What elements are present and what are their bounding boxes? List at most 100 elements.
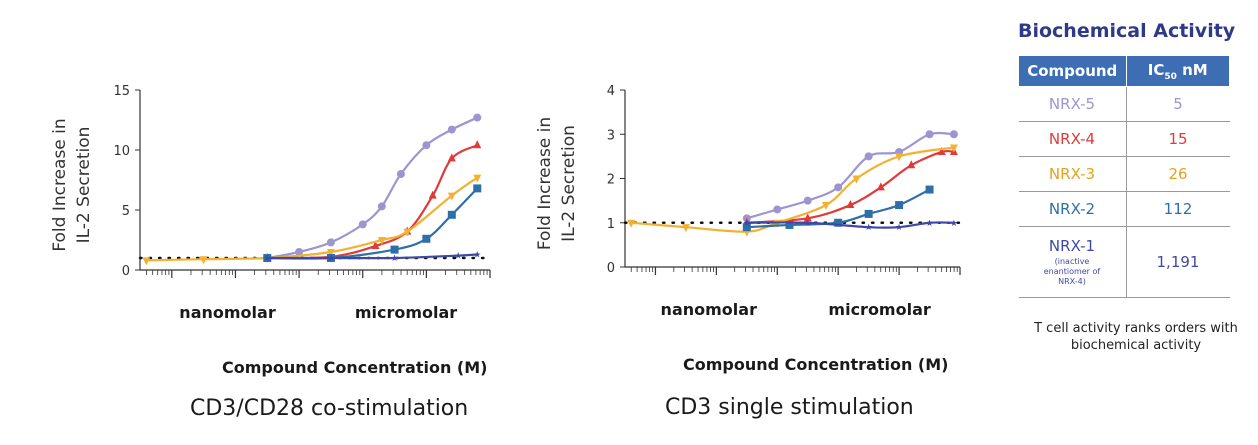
data-point — [925, 130, 934, 139]
data-point — [326, 238, 335, 247]
data-point — [785, 220, 794, 229]
chart-cd3-single: 0 1 2 3 4 nanomolar micromolar Fold Increase in… — [535, 84, 962, 319]
data-point — [473, 113, 482, 122]
x-region-label: nanomolar — [661, 300, 758, 319]
series-nrx-2 — [742, 185, 934, 232]
chart2-x-axis-title: Compound Concentration (M) — [683, 355, 949, 374]
data-point — [864, 152, 873, 161]
series-line — [146, 176, 478, 262]
data-point — [390, 245, 399, 254]
x-region-label: micromolar — [355, 303, 457, 322]
row-ic50: 26 — [1126, 156, 1230, 192]
data-point — [422, 141, 431, 150]
row-compound: NRX-5 — [1018, 86, 1127, 122]
data-point — [773, 205, 782, 214]
header-ic50: IC50 nM — [1125, 55, 1230, 87]
y-tick-label: 1 — [607, 217, 615, 232]
data-point — [403, 228, 412, 237]
x-region-label: micromolar — [828, 300, 930, 319]
table-row: NRX-1 (inactive enantiomer of NRX-4) 1,1… — [1018, 226, 1230, 298]
series-nrx-3 — [142, 174, 482, 266]
data-point — [742, 223, 751, 232]
row-ic50: 15 — [1126, 121, 1230, 157]
data-point: ★ — [895, 223, 903, 233]
data-point — [358, 220, 367, 229]
table-header-row: Compound IC50 nM — [1018, 55, 1230, 87]
table-title: Biochemical Activity — [1018, 20, 1236, 42]
series-line — [267, 116, 478, 260]
series-nrx-5 — [263, 113, 482, 262]
data-point: ★ — [865, 223, 873, 233]
data-point — [803, 213, 812, 222]
data-point — [199, 256, 208, 265]
series-line — [746, 221, 954, 229]
row-compound: NRX-1 (inactive enantiomer of NRX-4) — [1018, 226, 1127, 298]
data-point — [473, 184, 482, 193]
table-row: NRX-4 15 — [1018, 121, 1230, 157]
series-nrx-1: ★ ★ ★ ★ ★ — [263, 250, 481, 264]
row-compound-note: (inactive enantiomer of NRX-4) — [1043, 257, 1101, 286]
data-point: ★ — [327, 254, 335, 264]
y-tick-label: 0 — [122, 264, 130, 279]
chart-cd3-cd28: 0 5 10 15 nanomolar micromolar Fold Increase i… — [50, 84, 492, 322]
header-50: 50 — [1164, 71, 1177, 82]
y-tick-label: 3 — [607, 128, 615, 143]
row-compound: NRX-4 — [1018, 121, 1127, 157]
row-ic50: 1,191 — [1126, 226, 1230, 298]
data-point — [447, 125, 456, 134]
data-point: ★ — [950, 219, 958, 229]
row-ic50: 5 — [1126, 86, 1230, 122]
data-point — [377, 202, 386, 211]
data-point — [895, 153, 904, 162]
data-point: ★ — [391, 254, 399, 264]
data-point — [681, 224, 690, 233]
y-tick-label: 4 — [607, 84, 615, 99]
y-tick-label: 15 — [113, 84, 130, 99]
y-tick-label: 10 — [113, 144, 130, 159]
activity-table: Compound IC50 nM NRX-5 5 NRX-4 15 NRX-3 … — [1018, 55, 1230, 298]
series-nrx-1: ★ ★ ★ ★ ★ ★ — [743, 219, 958, 233]
data-point: ★ — [743, 219, 751, 229]
data-point: ★ — [454, 252, 462, 262]
data-point — [295, 248, 304, 256]
data-point — [852, 175, 861, 184]
data-point: ★ — [926, 219, 934, 229]
data-point — [864, 209, 873, 218]
data-point — [422, 234, 431, 243]
data-point — [428, 190, 437, 199]
data-point — [447, 153, 456, 162]
header-nm: nM — [1176, 60, 1208, 79]
data-point — [447, 192, 456, 201]
chart2-caption: CD3 single stimulation — [665, 395, 914, 420]
data-point: ★ — [804, 219, 812, 229]
table-footnote: T cell activity ranks orders with bioche… — [1034, 321, 1238, 353]
data-point: ★ — [263, 254, 271, 264]
row-ic50: 112 — [1126, 191, 1230, 227]
data-point — [447, 210, 456, 219]
data-point — [326, 249, 335, 257]
row-compound: NRX-3 — [1018, 156, 1127, 192]
data-point — [834, 183, 843, 192]
data-point — [803, 196, 812, 205]
series-nrx-5 — [742, 130, 958, 223]
y-tick-label: 5 — [122, 204, 130, 219]
data-point — [473, 174, 482, 183]
y-axis-title: Fold Increase in — [50, 118, 70, 251]
series-line — [267, 253, 478, 260]
y-tick-label: 0 — [607, 261, 615, 276]
data-point — [925, 185, 934, 194]
data-point — [937, 146, 946, 155]
data-point — [377, 237, 386, 245]
data-point — [627, 219, 636, 228]
chart1-caption: CD3/CD28 co-stimulation — [190, 396, 469, 421]
data-point — [142, 257, 151, 266]
data-point — [371, 241, 380, 249]
data-point — [473, 140, 482, 149]
chart1-x-axis-title: Compound Concentration (M) — [222, 358, 488, 377]
data-point — [876, 182, 885, 191]
data-point — [949, 144, 958, 153]
y-axis-title: IL-2 Secretion — [559, 125, 579, 242]
series-line — [631, 146, 955, 233]
data-point: ★ — [473, 250, 481, 260]
data-point — [895, 201, 904, 210]
